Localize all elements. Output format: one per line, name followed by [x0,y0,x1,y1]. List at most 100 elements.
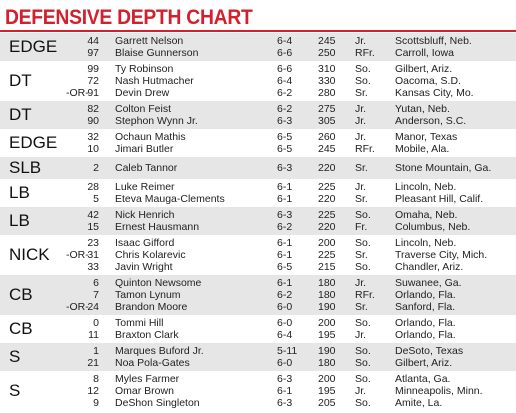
player-height: 6-0 [277,357,293,369]
player-weight: 200 [318,237,336,249]
player-name: Javin Wright [115,261,173,273]
player-number: 33 [87,261,99,273]
player-number: 28 [87,181,99,193]
player-hometown: Chandler, Ariz. [395,261,464,273]
player-number: 10 [87,143,99,155]
player-name: Tamon Lynum [115,289,181,301]
player-name: Marques Buford Jr. [115,345,204,357]
position-group: CB 0 Tommi Hill 6-0 200 So. Orlando, Fla. 11 Bra… [0,315,516,343]
player-number: 12 [87,385,99,397]
player-hometown: Kansas City, Mo. [395,87,474,99]
player-hometown: Manor, Texas [395,131,458,143]
player-class: Jr. [355,131,367,143]
player-hometown: Oacoma, S.D. [395,75,461,87]
player-class: So. [355,357,371,369]
player-hometown: Lincoln, Neb. [395,181,457,193]
position-label: S [9,381,21,400]
player-number: 32 [87,131,99,143]
player-height: 6-3 [277,373,293,385]
position-group: DT 82 Colton Feist 6-2 275 Jr. Yutan, Neb. 90 St… [0,101,516,129]
player-weight: 280 [318,87,336,99]
player-number: 7 [93,289,99,301]
player-hometown: DeSoto, Texas [395,345,464,357]
player-hometown: Gilbert, Ariz. [395,357,453,369]
position-label: DT [9,105,32,124]
player-height: 6-3 [277,397,293,409]
player-weight: 250 [318,47,336,59]
player-name: Chris Kolarevic [115,249,186,261]
position-label: EDGE [9,133,58,152]
player-weight: 225 [318,249,336,261]
position-group: S 1 Marques Buford Jr. 5-11 190 So. DeSoto, Te… [0,343,516,371]
position-label: SLB [9,158,42,177]
player-weight: 220 [318,193,336,205]
player-number: 6 [93,277,99,289]
position-group: EDGE 44 Garrett Nelson 6-4 245 Jr. Scottsbluff… [0,33,516,61]
title: DEFENSIVE DEPTH CHART [5,6,253,29]
player-hometown: Minneapolis, Minn. [395,385,483,397]
player-hometown: Mobile, Ala. [395,143,450,155]
player-class: Sr. [355,301,368,313]
or-label: -OR- [66,301,89,313]
player-name: Isaac Gifford [115,237,175,249]
player-name: Luke Reimer [115,181,175,193]
player-name: Jimari Butler [115,143,174,155]
player-number: 42 [87,209,99,221]
player-class: So. [355,317,371,329]
player-height: 6-5 [277,261,293,273]
player-name: Stephon Wynn Jr. [115,115,198,127]
player-height: 5-11 [277,345,298,357]
player-class: So. [355,63,371,75]
player-height: 6-1 [277,193,293,205]
player-class: So. [355,345,371,357]
player-height: 6-2 [277,289,293,301]
player-height: 6-1 [277,277,293,289]
player-class: So. [355,75,371,87]
or-label: -OR- [66,249,89,261]
player-number: 24 [87,301,99,313]
player-name: Braxton Clark [115,329,179,341]
player-height: 6-2 [277,221,293,233]
position-group: EDGE 32 Ochaun Mathis 6-5 260 Jr. Manor, Texas… [0,129,516,157]
player-weight: 195 [318,329,336,341]
player-height: 6-2 [277,87,293,99]
player-name: Omar Brown [115,385,174,397]
player-weight: 225 [318,181,336,193]
player-hometown: Orlando, Fla. [395,329,456,341]
position-label: LB [9,211,30,230]
player-name: Myles Farmer [115,373,180,385]
player-class: Jr. [355,385,367,397]
player-hometown: Orlando, Fla. [395,317,456,329]
position-label: LB [9,183,30,202]
player-name: Brandon Moore [115,301,188,313]
player-hometown: Yutan, Neb. [395,103,450,115]
player-number: 82 [87,103,99,115]
player-weight: 180 [318,289,336,301]
player-hometown: Carroll, Iowa [395,47,454,59]
player-weight: 205 [318,397,336,409]
position-group: SLB 2 Caleb Tannor 6-3 220 Sr. Stone Mountain,… [0,157,516,179]
player-name: Devin Drew [115,87,170,99]
player-height: 6-4 [277,35,293,47]
player-hometown: Stone Mountain, Ga. [395,162,492,174]
player-class: So. [355,237,371,249]
player-class: Sr. [355,193,368,205]
player-name: Ochaun Mathis [115,131,186,143]
player-name: Eteva Mauga-Clements [115,193,225,205]
or-label: -OR- [66,87,89,99]
player-height: 6-4 [277,329,293,341]
player-number: 0 [93,317,99,329]
player-weight: 275 [318,103,336,115]
player-name: Nick Henrich [115,209,175,221]
title-rule [0,30,516,32]
player-height: 6-2 [277,103,293,115]
player-weight: 180 [318,277,336,289]
player-name: DeShon Singleton [115,397,200,409]
position-label: NICK [9,245,50,264]
player-name: Nash Hutmacher [115,75,194,87]
player-hometown: Amite, La. [395,397,443,409]
position-label: DT [9,71,32,90]
player-weight: 225 [318,209,336,221]
player-class: Sr. [355,87,368,99]
